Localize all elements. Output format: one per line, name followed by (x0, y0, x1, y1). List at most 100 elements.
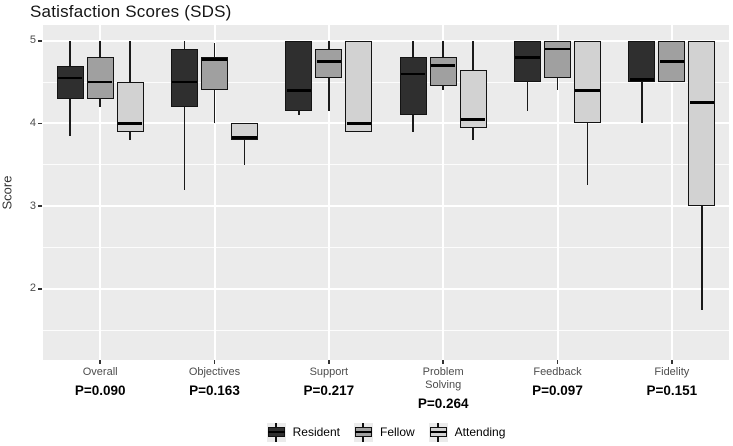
boxplot-median (460, 117, 486, 121)
chart-title: Satisfaction Scores (SDS) (30, 2, 232, 21)
gridline-minor (43, 247, 729, 248)
boxplot-box-fellow (544, 40, 571, 78)
legend-label: Fellow (379, 425, 415, 439)
boxplot-box-fellow (201, 57, 228, 91)
y-tick-label: 3 (29, 199, 36, 212)
p-value-label: P=0.151 (646, 383, 698, 398)
x-axis-group: Fidelity P=0.151 (630, 366, 714, 398)
gridline-vertical (99, 25, 102, 360)
boxplot-box-resident (628, 40, 656, 83)
p-value-label: P=0.097 (532, 383, 583, 398)
y-tick-label: 2 (29, 282, 36, 295)
boxplot-box-attending (459, 69, 487, 128)
p-value-label: P=0.090 (74, 383, 126, 398)
gridline-vertical (670, 25, 673, 360)
boxplot-box-attending (688, 40, 716, 207)
legend-median-line (429, 431, 447, 433)
legend-median-line (267, 431, 285, 433)
gridline-major (43, 122, 729, 125)
x-tick-mark (556, 360, 559, 364)
x-axis-group: Problem Solving P=0.264 (401, 366, 485, 411)
gridline-minor (43, 81, 729, 83)
gridline-vertical (213, 25, 216, 360)
x-category-label: Problem Solving (422, 366, 464, 391)
x-tick-mark (99, 360, 101, 364)
boxplot-median (87, 80, 113, 84)
legend-item-resident: Resident (266, 422, 340, 442)
x-axis-group: Objectives P=0.163 (173, 366, 257, 398)
y-tick-mark (38, 288, 42, 290)
boxplot-median (515, 55, 540, 59)
boxplot-box-fellow (86, 57, 114, 99)
boxplot-box-resident (285, 40, 313, 111)
p-value-label: P=0.163 (189, 383, 240, 398)
boxplot-median (545, 47, 570, 51)
legend-key-boxplot-icon (428, 422, 448, 442)
x-tick-mark (671, 360, 673, 364)
x-category-label: Feedback (533, 366, 582, 378)
legend-label: Attending (454, 425, 506, 439)
boxplot-box-attending (574, 40, 601, 124)
x-axis-group: Support P=0.217 (287, 366, 371, 398)
x-axis-group: Feedback P=0.097 (516, 366, 600, 398)
boxplot-median (689, 101, 715, 105)
y-tick-mark (38, 39, 42, 42)
boxplot-box-attending (345, 40, 373, 132)
x-tick-mark (442, 360, 444, 364)
y-tick-mark (38, 122, 42, 125)
boxplot-median (346, 122, 372, 125)
gridline-vertical (556, 25, 559, 360)
boxplot-box-attending (231, 123, 258, 140)
boxplot-median (430, 64, 456, 67)
boxplot-whisker (183, 40, 186, 190)
boxplot-median (659, 60, 685, 63)
boxplot-median (286, 89, 312, 92)
legend-item-fellow: Fellow (353, 422, 415, 442)
boxplot-whisker (641, 40, 643, 124)
legend-label: Resident (292, 425, 340, 439)
x-category-label: Objectives (188, 366, 241, 378)
boxplot-box-fellow (315, 48, 343, 78)
x-axis-group: Overall P=0.090 (58, 366, 142, 398)
boxplot-box-resident (514, 40, 541, 83)
boxplot-box-resident (171, 48, 198, 107)
plot-panel (43, 25, 729, 360)
gridline-minor (43, 329, 729, 331)
gridline-vertical (442, 25, 445, 360)
gridline-major (43, 205, 729, 208)
y-tick-label: 4 (29, 116, 36, 129)
boxplot-median (575, 89, 600, 92)
x-tick-mark (213, 360, 216, 364)
boxplot-median (117, 122, 143, 125)
boxplot-box-resident (56, 65, 84, 99)
boxplot-median (629, 78, 655, 81)
y-tick-mark (38, 205, 42, 207)
gridline-major (43, 39, 729, 42)
legend-item-attending: Attending (428, 422, 506, 442)
x-category-label: Overall (82, 366, 118, 378)
gridline-minor (43, 164, 729, 166)
p-value-label: P=0.217 (303, 383, 355, 398)
x-category-label: Support (309, 366, 349, 378)
boxplot-median (57, 76, 83, 80)
legend-median-line (354, 431, 372, 433)
boxplot-box-fellow (429, 57, 457, 87)
legend-key-boxplot-icon (266, 422, 286, 442)
boxplot-median (172, 80, 197, 84)
boxplot-box-resident (399, 57, 427, 116)
legend-key-boxplot-icon (353, 422, 373, 442)
legend: Resident Fellow Attending (43, 420, 729, 444)
gridline-major (43, 287, 729, 290)
x-category-label: Fidelity (654, 366, 690, 378)
boxplot-median (202, 58, 227, 62)
x-tick-mark (328, 360, 330, 364)
y-tick-label: 5 (29, 34, 36, 47)
boxplot-median (232, 136, 257, 139)
boxplot-whisker (243, 123, 246, 165)
boxplot-median (316, 60, 342, 63)
gridline-vertical (327, 25, 330, 360)
p-value-label: P=0.264 (417, 396, 469, 411)
boxplot-median (400, 72, 426, 76)
y-axis-title: Score (0, 175, 15, 210)
